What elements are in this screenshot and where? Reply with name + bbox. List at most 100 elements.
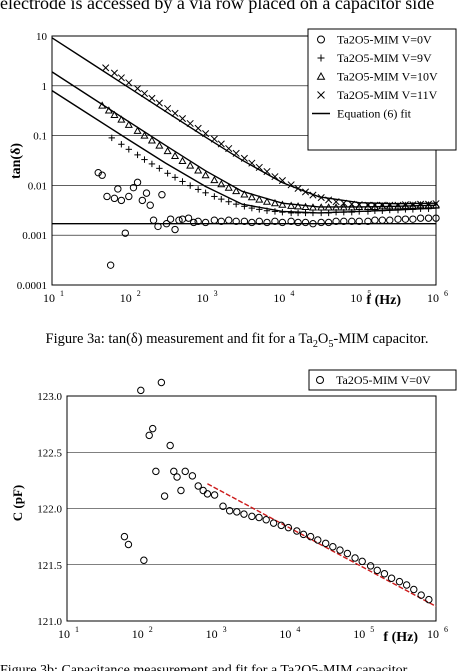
data-point-circle [203, 490, 212, 498]
data-point-triangle [278, 200, 287, 208]
data-point-triangle [124, 120, 133, 128]
data-point-triangle [147, 136, 156, 144]
legend-item: Ta2O5-MIM V=0V [317, 33, 432, 47]
data-point-triangle [201, 171, 210, 179]
data-point-circle [181, 467, 189, 476]
data-point-cross [140, 89, 149, 98]
data-point-cross [409, 201, 417, 209]
data-point-cross [240, 154, 248, 162]
data-point-circle [98, 171, 106, 179]
data-point-triangle [255, 195, 264, 203]
x-tick-label: 10 5 [350, 289, 371, 305]
chart1-markers [94, 64, 441, 269]
data-point-plus [156, 165, 163, 172]
data-point-cross [225, 144, 233, 153]
data-point-cross [378, 201, 386, 209]
data-point-cross [325, 196, 333, 204]
data-point-circle [248, 218, 256, 227]
data-point-circle [340, 217, 348, 226]
data-point-triangle [378, 202, 387, 210]
legend-marker-triangle [316, 71, 326, 80]
caption-subscript-2: 2 [312, 338, 318, 350]
data-point-triangle [210, 175, 219, 184]
data-point-cross [340, 199, 348, 207]
data-point-circle [314, 536, 322, 544]
data-point-circle [194, 482, 202, 490]
data-point-circle [103, 192, 111, 201]
data-point-circle [284, 523, 293, 532]
data-point-circle [175, 216, 183, 224]
data-point-triangle [178, 156, 187, 164]
data-point-circle [138, 196, 147, 205]
data-point-circle [154, 222, 162, 231]
caption-subscript-5: 5 [328, 338, 334, 350]
data-point-plus [317, 209, 325, 217]
x-tick-base: 10 [427, 627, 439, 641]
data-point-circle [149, 216, 158, 224]
data-point-triangle [324, 203, 333, 211]
y-tick-label: 122.0 [37, 504, 62, 516]
legend-label: Ta2O5-MIM V=9V [337, 51, 432, 65]
chart1-x-axis-label: f (Hz) [366, 293, 401, 308]
legend-item: Ta2O5-MIM V=0V [316, 373, 431, 387]
data-point-circle [106, 261, 115, 269]
x-tick-exponent: 5 [370, 625, 374, 634]
data-point-triangle [186, 161, 195, 169]
data-point-circle [306, 532, 315, 541]
data-point-circle [125, 192, 133, 201]
legend-marker-plus [317, 54, 325, 62]
x-tick-label: 10 6 [427, 289, 448, 305]
data-point-circle [233, 508, 241, 516]
chart1-y-axis-label: tan(δ) [9, 143, 24, 179]
x-tick-label: 10 4 [279, 625, 300, 641]
y-tick-label: 0.001 [22, 230, 47, 242]
y-tick-label: 10 [36, 31, 48, 43]
chart1-legend: Ta2O5-MIM V=0V Ta2O5-MIM V=9V Ta2O5-MIM V=… [307, 28, 457, 151]
data-point-triangle [262, 197, 272, 205]
data-point-circle [364, 217, 372, 226]
data-point-circle [248, 512, 256, 521]
data-point-cross [271, 173, 279, 181]
data-point-circle [94, 168, 102, 177]
data-point-circle [140, 556, 148, 564]
data-point-triangle [270, 198, 280, 207]
data-point-triangle [217, 179, 226, 188]
data-point-triangle [393, 202, 403, 210]
data-point-cross [317, 194, 325, 202]
chart2-x-tick-labels: 10 1 10 2 10 3 10 4 10 5 10 6 [58, 625, 448, 641]
data-point-cross [217, 140, 225, 148]
data-point-plus [256, 206, 263, 213]
x-tick-base: 10 [427, 291, 439, 305]
data-point-plus [294, 209, 302, 217]
data-point-circle [190, 218, 198, 227]
data-point-circle [173, 473, 181, 481]
data-point-plus [241, 203, 248, 210]
data-point-circle [329, 543, 337, 551]
data-point-circle [351, 554, 359, 562]
data-point-circle [294, 218, 302, 227]
data-point-circle [166, 215, 175, 223]
data-point-circle [158, 191, 166, 199]
x-tick-label: 10 6 [427, 625, 448, 641]
data-point-circle [149, 424, 157, 433]
data-point-plus [371, 207, 379, 214]
data-point-plus [148, 160, 156, 168]
data-point-circle [210, 216, 219, 224]
data-point-circle [402, 581, 411, 589]
data-point-plus [164, 170, 171, 177]
data-point-cross [355, 201, 363, 209]
data-point-circle [184, 214, 193, 222]
data-point-cross [348, 200, 356, 208]
data-point-plus [409, 206, 417, 213]
chart2-legend-box [308, 369, 457, 391]
data-point-cross [171, 109, 179, 117]
data-point-cross [117, 74, 125, 82]
data-point-circle [373, 566, 381, 575]
data-point-cross [148, 94, 156, 102]
data-point-circle [287, 217, 295, 226]
data-point-cross [425, 200, 433, 208]
x-tick-base: 10 [58, 627, 70, 641]
data-point-triangle [194, 166, 203, 174]
